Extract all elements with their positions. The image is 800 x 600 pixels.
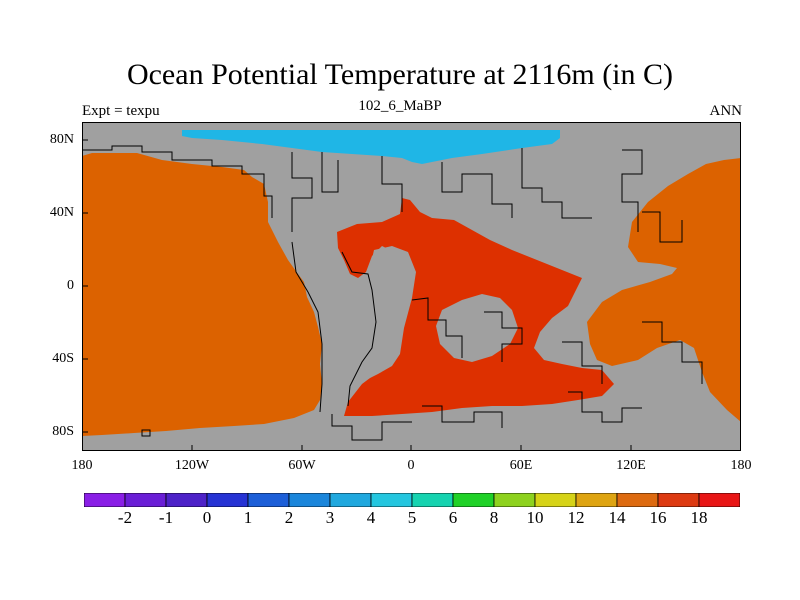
season-label: ANN (709, 103, 743, 119)
x-tick-label: 60W (288, 458, 316, 473)
colorbar-label: 1 (243, 508, 253, 527)
coastline (321, 152, 339, 193)
colorbar-cell (247, 493, 290, 507)
coastline (291, 152, 313, 232)
colorbar-label: 16 (649, 508, 667, 527)
y-tick-label: 80S (52, 424, 74, 439)
colorbar-label: 2 (284, 508, 294, 527)
y-tick-label: 80N (49, 132, 74, 147)
colorbar-label: -1 (158, 508, 174, 527)
eastern-ocean (587, 158, 741, 422)
coastline (422, 405, 503, 428)
colorbar (84, 493, 740, 507)
coastline (141, 429, 151, 437)
temperature-map (82, 122, 741, 451)
coastline (82, 145, 273, 218)
x-tick-label: 180 (730, 458, 752, 473)
colorbar-label: 12 (567, 508, 585, 527)
y-tick-label: 40N (49, 205, 74, 220)
colorbar-cell (84, 493, 126, 507)
colorbar-cell (329, 493, 372, 507)
colorbar-cell (411, 493, 454, 507)
coastline (562, 341, 603, 384)
colorbar-cell (493, 493, 536, 507)
chart-subtitle: 102_6_MaBP (358, 98, 442, 114)
x-tick-label: 120W (174, 458, 210, 473)
colorbar-cell (206, 493, 249, 507)
colorbar-cell (370, 493, 413, 507)
coastline (642, 321, 703, 384)
colorbar-cell (616, 493, 659, 507)
colorbar-label: 5 (407, 508, 417, 527)
colorbar-label: 0 (202, 508, 212, 527)
y-tick-label: 40S (52, 351, 74, 366)
coastline (441, 162, 513, 218)
inner-land (436, 294, 518, 362)
coastline (381, 156, 403, 212)
colorbar-cell (575, 493, 618, 507)
coastline (341, 251, 377, 407)
coastline (331, 414, 412, 441)
x-tick-label: 120E (616, 458, 646, 473)
colorbar-cell (452, 493, 495, 507)
colorbar-label: 4 (366, 508, 376, 527)
colorbar-label: -2 (117, 508, 133, 527)
colorbar-cell (124, 493, 167, 507)
colorbar-cell (698, 493, 740, 507)
colorbar-cell (534, 493, 577, 507)
coastline (568, 391, 642, 423)
coastline (484, 311, 523, 362)
x-tick-label: 60E (509, 458, 533, 473)
coastline (411, 297, 463, 358)
experiment-label: Expt = texpu (82, 103, 160, 119)
colorbar-label: 18 (690, 508, 708, 527)
chart-title: Ocean Potential Temperature at 2116m (in… (126, 58, 674, 91)
colorbar-label: 10 (526, 508, 544, 527)
coastline (291, 241, 323, 413)
colorbar-cell (657, 493, 700, 507)
x-tick-label: 180 (71, 458, 93, 473)
colorbar-label: 6 (448, 508, 458, 527)
coastline (521, 148, 592, 219)
colorbar-cell (288, 493, 331, 507)
inner-land (352, 246, 416, 388)
colorbar-label: 8 (489, 508, 499, 527)
colorbar-label: 14 (608, 508, 626, 527)
x-tick-label: 0 (407, 458, 415, 473)
arctic-cold-water (182, 130, 560, 164)
y-tick-label: 0 (67, 278, 74, 293)
coastline (642, 211, 683, 243)
colorbar-label: 3 (325, 508, 335, 527)
coastline (621, 149, 643, 232)
colorbar-cell (165, 493, 208, 507)
western-ocean (82, 153, 322, 436)
